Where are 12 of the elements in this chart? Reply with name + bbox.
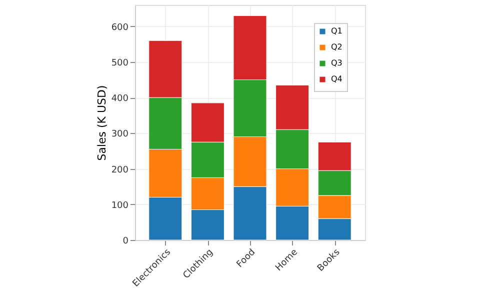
legend-label: Q1 [331, 26, 342, 36]
legend-label: Q4 [331, 74, 342, 84]
y-tick-label: 500 [111, 58, 129, 68]
y-tick-label: 200 [111, 165, 129, 176]
y-tick-label: 300 [111, 130, 129, 140]
y-tick-label: 600 [111, 22, 129, 33]
legend-label: Q3 [331, 58, 342, 68]
y-tick-label: 400 [111, 94, 129, 104]
legend-label: Q2 [331, 42, 342, 52]
y-tick-label: 0 [122, 236, 129, 246]
y-tick-label: 100 [111, 200, 129, 211]
y-axis-title: Sales (K USD) [95, 85, 108, 161]
